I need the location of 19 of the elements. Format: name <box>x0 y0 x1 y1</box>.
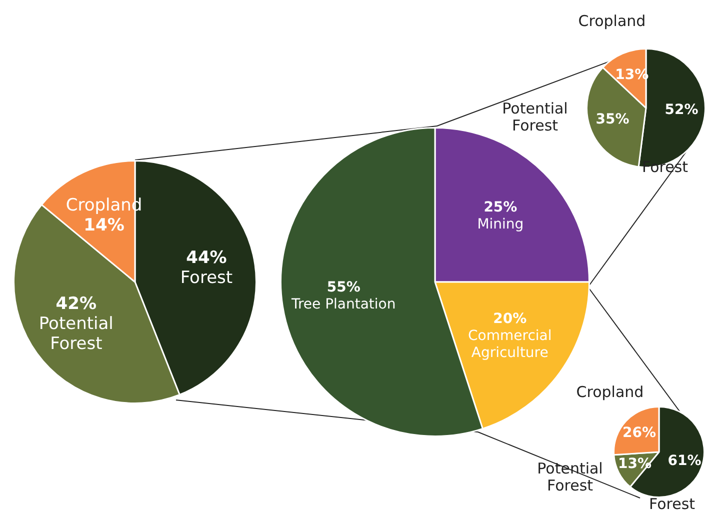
data-label: 20% <box>493 311 527 328</box>
data-label: 35% <box>596 112 630 128</box>
slice-label: Commercial Agriculture <box>468 328 552 362</box>
data-label: 61% <box>668 452 702 469</box>
data-label: 44% <box>186 248 227 268</box>
data-label: 25% <box>484 200 518 216</box>
data-label: 14% <box>84 216 124 236</box>
data-label: 26% <box>622 425 656 442</box>
data-label: 42% <box>56 294 96 314</box>
data-label: 52% <box>664 102 698 118</box>
data-label: 55% <box>326 280 360 296</box>
slice-label: Cropland <box>578 12 646 30</box>
slice-label: Mining <box>477 216 524 233</box>
slice-label: Potential Forest <box>502 99 568 134</box>
slice-label: Tree Plantation <box>290 296 396 313</box>
slice-label: Cropland <box>576 382 644 401</box>
slice-label: Forest <box>180 268 233 288</box>
slice-label: Potential Forest <box>38 314 114 354</box>
slice-label: Forest <box>648 494 696 513</box>
